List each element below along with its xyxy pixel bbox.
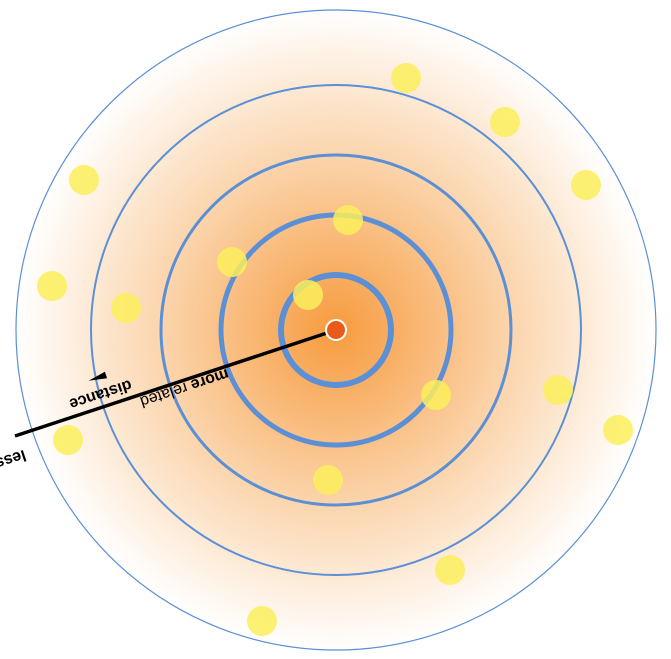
center-point bbox=[326, 320, 346, 340]
related-dot-9 bbox=[53, 425, 83, 455]
relatedness-diagram: distancemore relatedless related bbox=[0, 0, 671, 659]
related-dot-0 bbox=[391, 63, 421, 93]
related-dot-2 bbox=[571, 170, 601, 200]
related-dot-13 bbox=[313, 465, 343, 495]
label-less-related: less related bbox=[0, 446, 28, 489]
related-dot-12 bbox=[603, 415, 633, 445]
related-dot-6 bbox=[217, 247, 247, 277]
related-dot-7 bbox=[111, 293, 141, 323]
related-dot-14 bbox=[435, 555, 465, 585]
related-dot-8 bbox=[293, 280, 323, 310]
related-dot-4 bbox=[333, 205, 363, 235]
related-dot-3 bbox=[69, 165, 99, 195]
related-dot-10 bbox=[421, 380, 451, 410]
related-dot-11 bbox=[543, 375, 573, 405]
related-dot-1 bbox=[490, 107, 520, 137]
related-dot-5 bbox=[37, 271, 67, 301]
related-dot-15 bbox=[247, 606, 277, 636]
